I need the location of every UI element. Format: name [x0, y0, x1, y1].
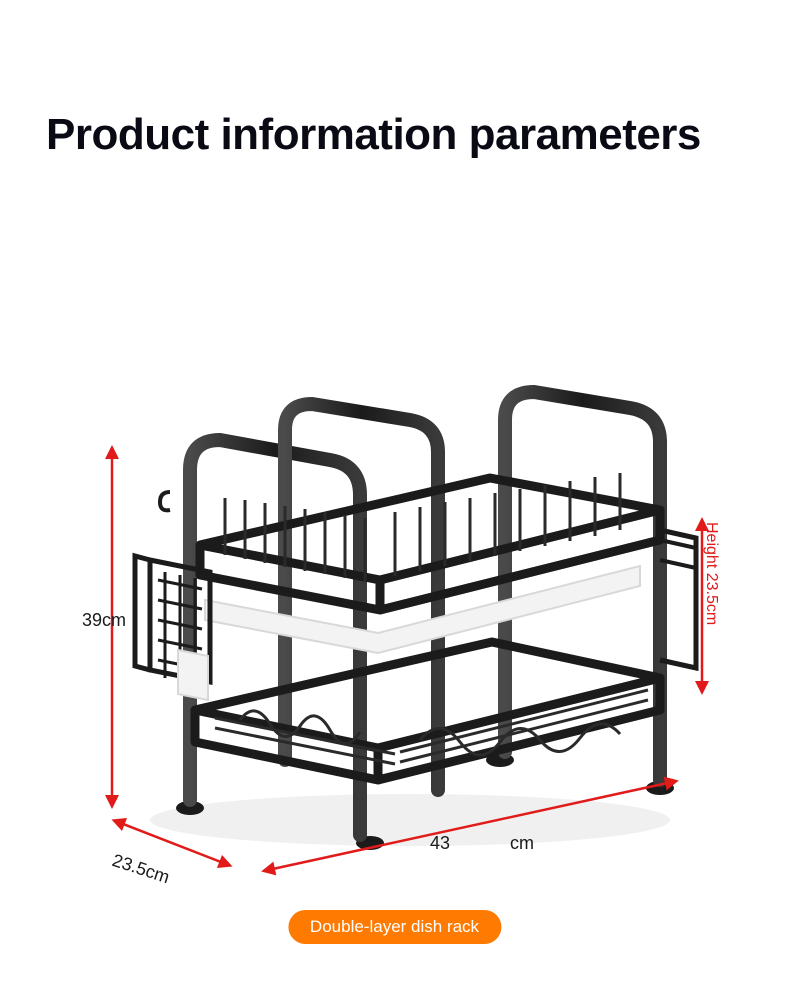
dim-height-inner: Height 23.5cm [702, 522, 720, 625]
product-illustration [135, 392, 696, 850]
dim-height-total: 39cm [82, 610, 126, 631]
dim-width-unit: cm [510, 833, 534, 854]
dim-width-value: 43 [430, 833, 450, 854]
product-badge: Double-layer dish rack [288, 910, 501, 944]
